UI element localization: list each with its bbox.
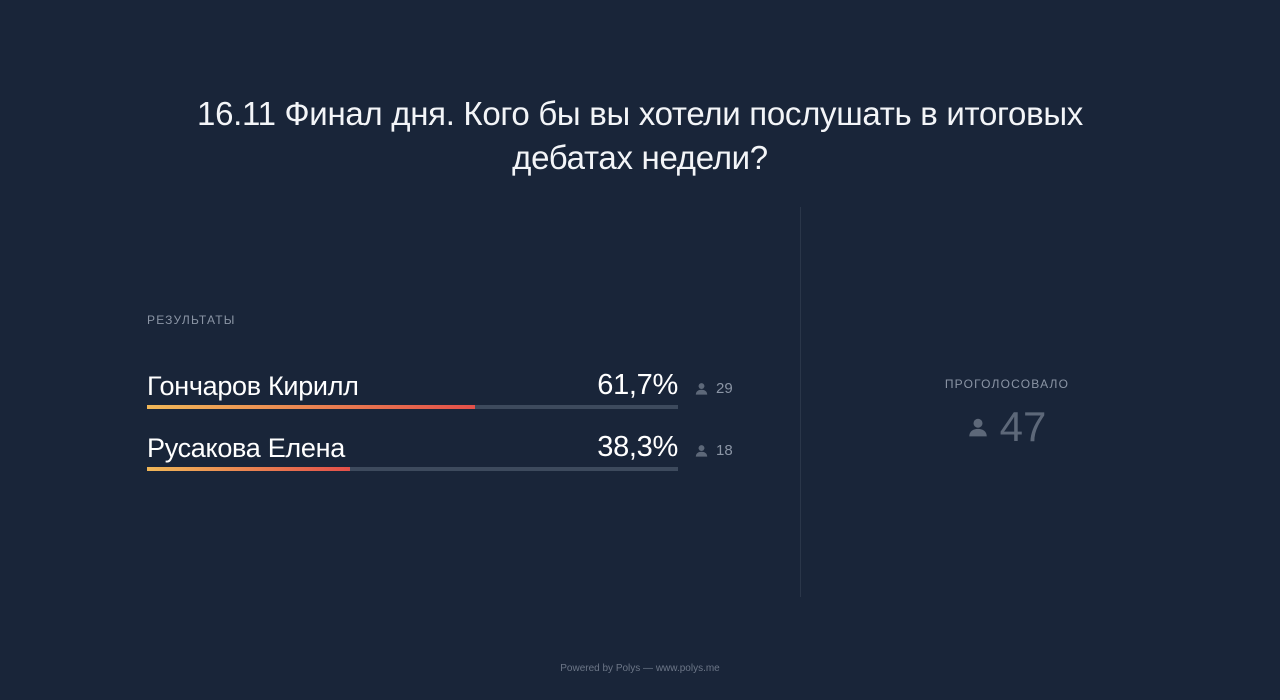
option-percent: 61,7% <box>597 369 678 401</box>
person-icon <box>968 417 988 437</box>
option-progress-bar <box>147 405 678 409</box>
poll-question: 16.11 Финал дня. Кого бы вы хотели послу… <box>197 95 1083 176</box>
option-name: Гончаров Кирилл <box>147 371 359 401</box>
option-name: Русакова Елена <box>147 433 345 463</box>
option-percent: 38,3% <box>597 431 678 463</box>
poll-option[interactable]: Гончаров Кирилл 61,7% 29 <box>147 366 747 416</box>
option-votes: 18 <box>695 442 733 459</box>
option-vote-count: 29 <box>716 380 733 397</box>
voted-label: ПРОГОЛОСОВАЛО <box>944 377 1070 391</box>
voted-total: 47 <box>907 402 1107 452</box>
option-progress-fill <box>147 405 475 409</box>
option-votes: 29 <box>695 380 733 397</box>
footer-powered-by[interactable]: Powered by Polys — www.polys.me <box>560 663 720 674</box>
vertical-divider <box>800 207 801 597</box>
option-progress-fill <box>147 467 351 471</box>
poll-option[interactable]: Русакова Елена 38,3% 18 <box>147 428 747 478</box>
results-label: РЕЗУЛЬТАТЫ <box>147 313 236 327</box>
person-icon <box>695 382 708 395</box>
option-progress-bar <box>147 467 678 471</box>
voted-total-number: 47 <box>999 403 1047 450</box>
option-vote-count: 18 <box>716 442 733 459</box>
person-icon <box>695 444 708 457</box>
